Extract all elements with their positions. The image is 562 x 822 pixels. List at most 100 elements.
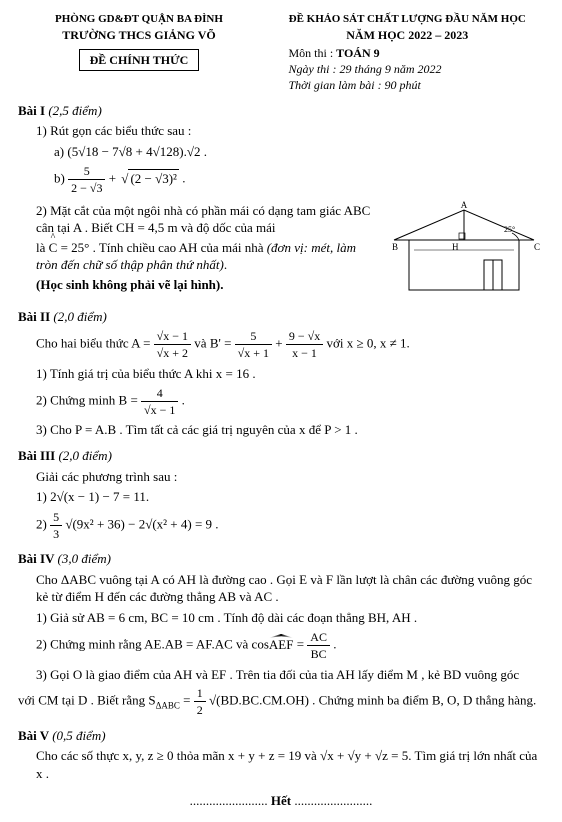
- b4-q2: 2) Chứng minh rằng AE.AB = AF.AC và cosA…: [18, 629, 544, 662]
- b2-pts: (2,0 điểm): [53, 309, 106, 324]
- b4-q3-line2: với CM tại D . Biết rằng SΔABC = 12 √(BD…: [18, 685, 544, 718]
- exam-title-1: ĐỀ KHẢO SÁT CHẤT LƯỢNG ĐẦU NĂM HỌC: [270, 12, 544, 27]
- b2-plus: +: [275, 336, 286, 351]
- exam-info: Môn thi : TOÁN 9 Ngày thi : 29 tháng 9 n…: [270, 45, 544, 94]
- fig-C: C: [534, 242, 540, 252]
- b3-q2-a: 2): [36, 516, 50, 531]
- b1-label: Bài I: [18, 103, 45, 118]
- b1-b-sqrt: (2 − √3)²: [119, 169, 179, 188]
- b4-q3b: với CM tại D . Biết rằng S: [18, 693, 156, 708]
- b1-b-sqrt-rad: (2 − √3)²: [128, 169, 179, 188]
- b4-pts: (3,0 điểm): [58, 551, 111, 566]
- b3-q2-b: √(9x² + 36) − 2√(x² + 4) = 9 .: [65, 516, 218, 531]
- b2-cond: với x ≥ 0, x ≠ 1.: [326, 336, 409, 351]
- b2-intro-txt: Cho hai biểu thức: [36, 336, 131, 351]
- bai-4-title: Bài IV (3,0 điểm): [18, 550, 544, 568]
- bai-1-title: Bài I (2,5 điểm): [18, 102, 544, 120]
- b4-q2a: 2) Chứng minh rằng AE.AB = AF.AC và cos: [36, 637, 269, 652]
- b1-a: a) (5√18 − 7√8 + 4√128).√2 .: [18, 143, 544, 161]
- b4-q2-num: AC: [307, 629, 330, 646]
- bai-3-title: Bài III (2,0 điểm): [18, 447, 544, 465]
- b4-label: Bài IV: [18, 551, 54, 566]
- b2-A-num: √x − 1: [154, 328, 191, 345]
- b2-label: Bài II: [18, 309, 50, 324]
- header-right: ĐỀ KHẢO SÁT CHẤT LƯỢNG ĐẦU NĂM HỌC NĂM H…: [270, 12, 544, 94]
- angle-C: C: [49, 239, 58, 257]
- b3-q2: 2) 53 √(9x² + 36) − 2√(x² + 4) = 9 .: [18, 509, 544, 542]
- fig-A: A: [461, 200, 468, 210]
- b3-intro: Giải các phương trình sau :: [18, 468, 544, 486]
- header-left: PHÒNG GD&ĐT QUẬN BA ĐÌNH TRƯỜNG THCS GIẢ…: [18, 12, 260, 94]
- subject-label: Môn thi :: [288, 46, 333, 60]
- b2-q2-end: .: [182, 393, 185, 408]
- official-box: ĐỀ CHÍNH THỨC: [79, 49, 200, 71]
- b2-q2-num: 4: [141, 385, 178, 402]
- b4-q3-den: 2: [194, 702, 206, 718]
- b4-q3d: √(BD.BC.CM.OH) . Chứng minh ba điểm B, O…: [209, 693, 536, 708]
- b2-B2-num: 9 − √x: [286, 328, 323, 345]
- fig-H: H: [452, 242, 459, 252]
- fig-angle: 25°: [504, 225, 515, 234]
- b2-A-eq: A =: [131, 336, 154, 351]
- b2-q2: 2) Chứng minh B = 4√x − 1 .: [18, 385, 544, 418]
- b1-pts: (2,5 điểm): [48, 103, 101, 118]
- b3-q1: 1) 2√(x − 1) − 7 = 11.: [18, 488, 544, 506]
- b5-text: Cho các số thực x, y, z ≥ 0 thỏa mãn x +…: [18, 747, 544, 782]
- school-line: TRƯỜNG THCS GIẢNG VÕ: [18, 27, 260, 43]
- dept-line: PHÒNG GD&ĐT QUẬN BA ĐÌNH: [18, 12, 260, 27]
- b2-q3: 3) Cho P = A.B . Tìm tất cả các giá trị …: [18, 421, 544, 439]
- b3-q2-den: 3: [50, 526, 62, 542]
- b4-q2-den: BC: [307, 646, 330, 662]
- b2-intro: Cho hai biểu thức A = √x − 1√x + 2 và B'…: [18, 328, 544, 361]
- b4-q3-sub: ΔABC: [156, 700, 180, 710]
- b4-q3a: 3) Gọi O là giao điểm của AH và EF . Trê…: [18, 666, 544, 684]
- b5-label: Bài V: [18, 728, 49, 743]
- footer-dots-r: [294, 793, 372, 808]
- exam-duration: Thời gian làm bài : 90 phút: [288, 77, 544, 93]
- b1-q2a: 2) Mặt cắt của một ngôi nhà có phần mái …: [36, 203, 370, 236]
- b1-b-label: b): [54, 171, 65, 186]
- b4-q2c: .: [333, 637, 336, 652]
- bai-5-title: Bài V (0,5 điểm): [18, 727, 544, 745]
- subject: TOÁN 9: [336, 46, 379, 60]
- fig-B: B: [392, 242, 398, 252]
- b1-q2-text: 2) Mặt cắt của một ngôi nhà có phần mái …: [36, 200, 376, 294]
- b1-q2c: = 25° . Tính chiều cao AH của mái nhà: [57, 240, 266, 255]
- b1-q2b: là: [36, 240, 49, 255]
- footer: Hết: [18, 792, 544, 810]
- b1-q2-row: 2) Mặt cắt của một ngôi nhà có phần mái …: [18, 200, 544, 300]
- b2-A-den: √x + 2: [154, 345, 191, 361]
- b2-q2-den: √x − 1: [141, 402, 178, 418]
- b2-q2-txt: 2) Chứng minh: [36, 393, 119, 408]
- footer-dots-l: [190, 793, 268, 808]
- b4-q3-num: 1: [194, 685, 206, 702]
- b4-q2b: =: [293, 637, 307, 652]
- b1-b-frac: 5 2 − √3: [68, 163, 105, 196]
- exam-date: Ngày thi : 29 tháng 9 năm 2022: [288, 61, 544, 77]
- b4-q1: 1) Giả sử AB = 6 cm, BC = 10 cm . Tính đ…: [18, 609, 544, 627]
- b1-b-num: 5: [68, 163, 105, 180]
- b2-B1-num: 5: [235, 328, 272, 345]
- footer-end: Hết: [271, 793, 291, 808]
- b4-q3c: =: [180, 693, 194, 708]
- house-figure: A B C H 25°: [384, 200, 544, 300]
- header: PHÒNG GD&ĐT QUẬN BA ĐÌNH TRƯỜNG THCS GIẢ…: [18, 12, 544, 94]
- b1-a-expr: (5√18 − 7√8 + 4√128).√2 .: [67, 144, 207, 159]
- b2-B1-den: √x + 1: [235, 345, 272, 361]
- b2-B-eq: B' =: [210, 336, 235, 351]
- b1-b: b) 5 2 − √3 + (2 − √3)² .: [18, 163, 544, 196]
- b3-pts: (2,0 điểm): [58, 448, 111, 463]
- b2-B2-den: x − 1: [286, 345, 323, 361]
- b1-note: (Học sinh không phải vẽ lại hình).: [36, 276, 376, 294]
- b2-q2-Beq: B =: [119, 393, 142, 408]
- b2-q1: 1) Tính giá trị của biểu thức A khi x = …: [18, 365, 544, 383]
- b1-q1: 1) Rút gọn các biểu thức sau :: [18, 122, 544, 140]
- b1-a-label: a): [54, 144, 64, 159]
- exam-title-2: NĂM HỌC 2022 – 2023: [270, 27, 544, 43]
- b1-b-den: 2 − √3: [68, 180, 105, 196]
- bai-2-title: Bài II (2,0 điểm): [18, 308, 544, 326]
- b4-q2-aef: AEF: [269, 636, 294, 654]
- b1-b-plus: +: [109, 171, 120, 186]
- b5-pts: (0,5 điểm): [52, 728, 105, 743]
- b3-label: Bài III: [18, 448, 55, 463]
